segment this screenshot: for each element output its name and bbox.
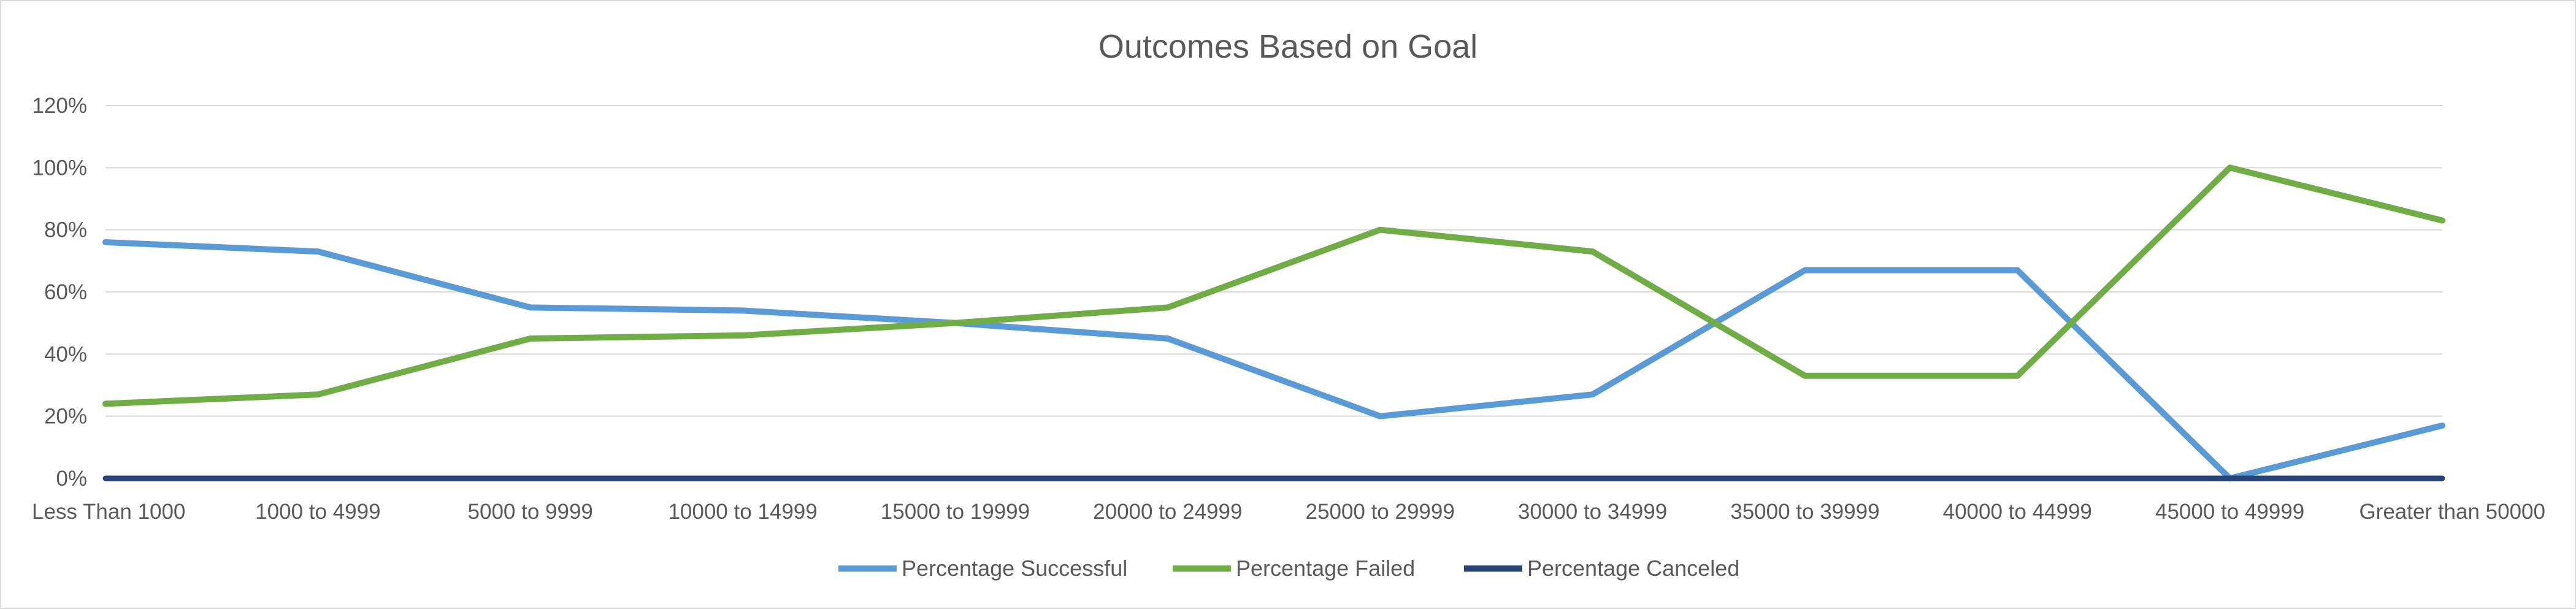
series-line-percentage-successful	[102, 239, 2445, 481]
y-tick-label: 120%	[32, 94, 87, 118]
legend-label: Percentage Canceled	[1527, 556, 1739, 581]
x-axis-ticks: Less Than 1000 1000 to 4999 5000 to 9999 10…	[32, 500, 2545, 524]
y-tick-label: 0%	[56, 467, 87, 491]
y-tick-label: 100%	[32, 156, 87, 180]
x-tick-label: 30000 to 34999	[1518, 500, 1667, 524]
y-axis-ticks: 0% 20% 40% 60% 80% 100% 120%	[32, 94, 87, 491]
x-tick-label: 35000 to 39999	[1730, 500, 1879, 524]
x-tick-label: 40000 to 44999	[1943, 500, 2092, 524]
x-tick-label: 15000 to 19999	[881, 500, 1030, 524]
x-tick-label: Greater than 50000	[2359, 500, 2545, 524]
x-tick-label: 25000 to 29999	[1306, 500, 1455, 524]
legend-label: Percentage Failed	[1236, 556, 1415, 581]
y-tick-label: 60%	[44, 280, 87, 304]
x-tick-label: Less Than 1000	[32, 500, 185, 524]
gridlines	[105, 105, 2442, 479]
x-tick-label: 10000 to 14999	[668, 500, 817, 524]
chart-title: Outcomes Based on Goal	[1098, 28, 1478, 65]
x-tick-label: 5000 to 9999	[468, 500, 593, 524]
legend-label: Percentage Successful	[902, 556, 1127, 581]
x-tick-label: 1000 to 4999	[255, 500, 380, 524]
y-tick-label: 20%	[44, 405, 87, 429]
x-tick-label: 20000 to 24999	[1093, 500, 1242, 524]
series-line-percentage-failed	[102, 164, 2445, 407]
x-tick-label: 45000 to 49999	[2155, 500, 2304, 524]
y-tick-label: 40%	[44, 342, 87, 366]
y-tick-label: 80%	[44, 218, 87, 242]
legend: Percentage Successful Percentage Failed Pe…	[838, 556, 1739, 581]
series-lines	[102, 164, 2445, 481]
